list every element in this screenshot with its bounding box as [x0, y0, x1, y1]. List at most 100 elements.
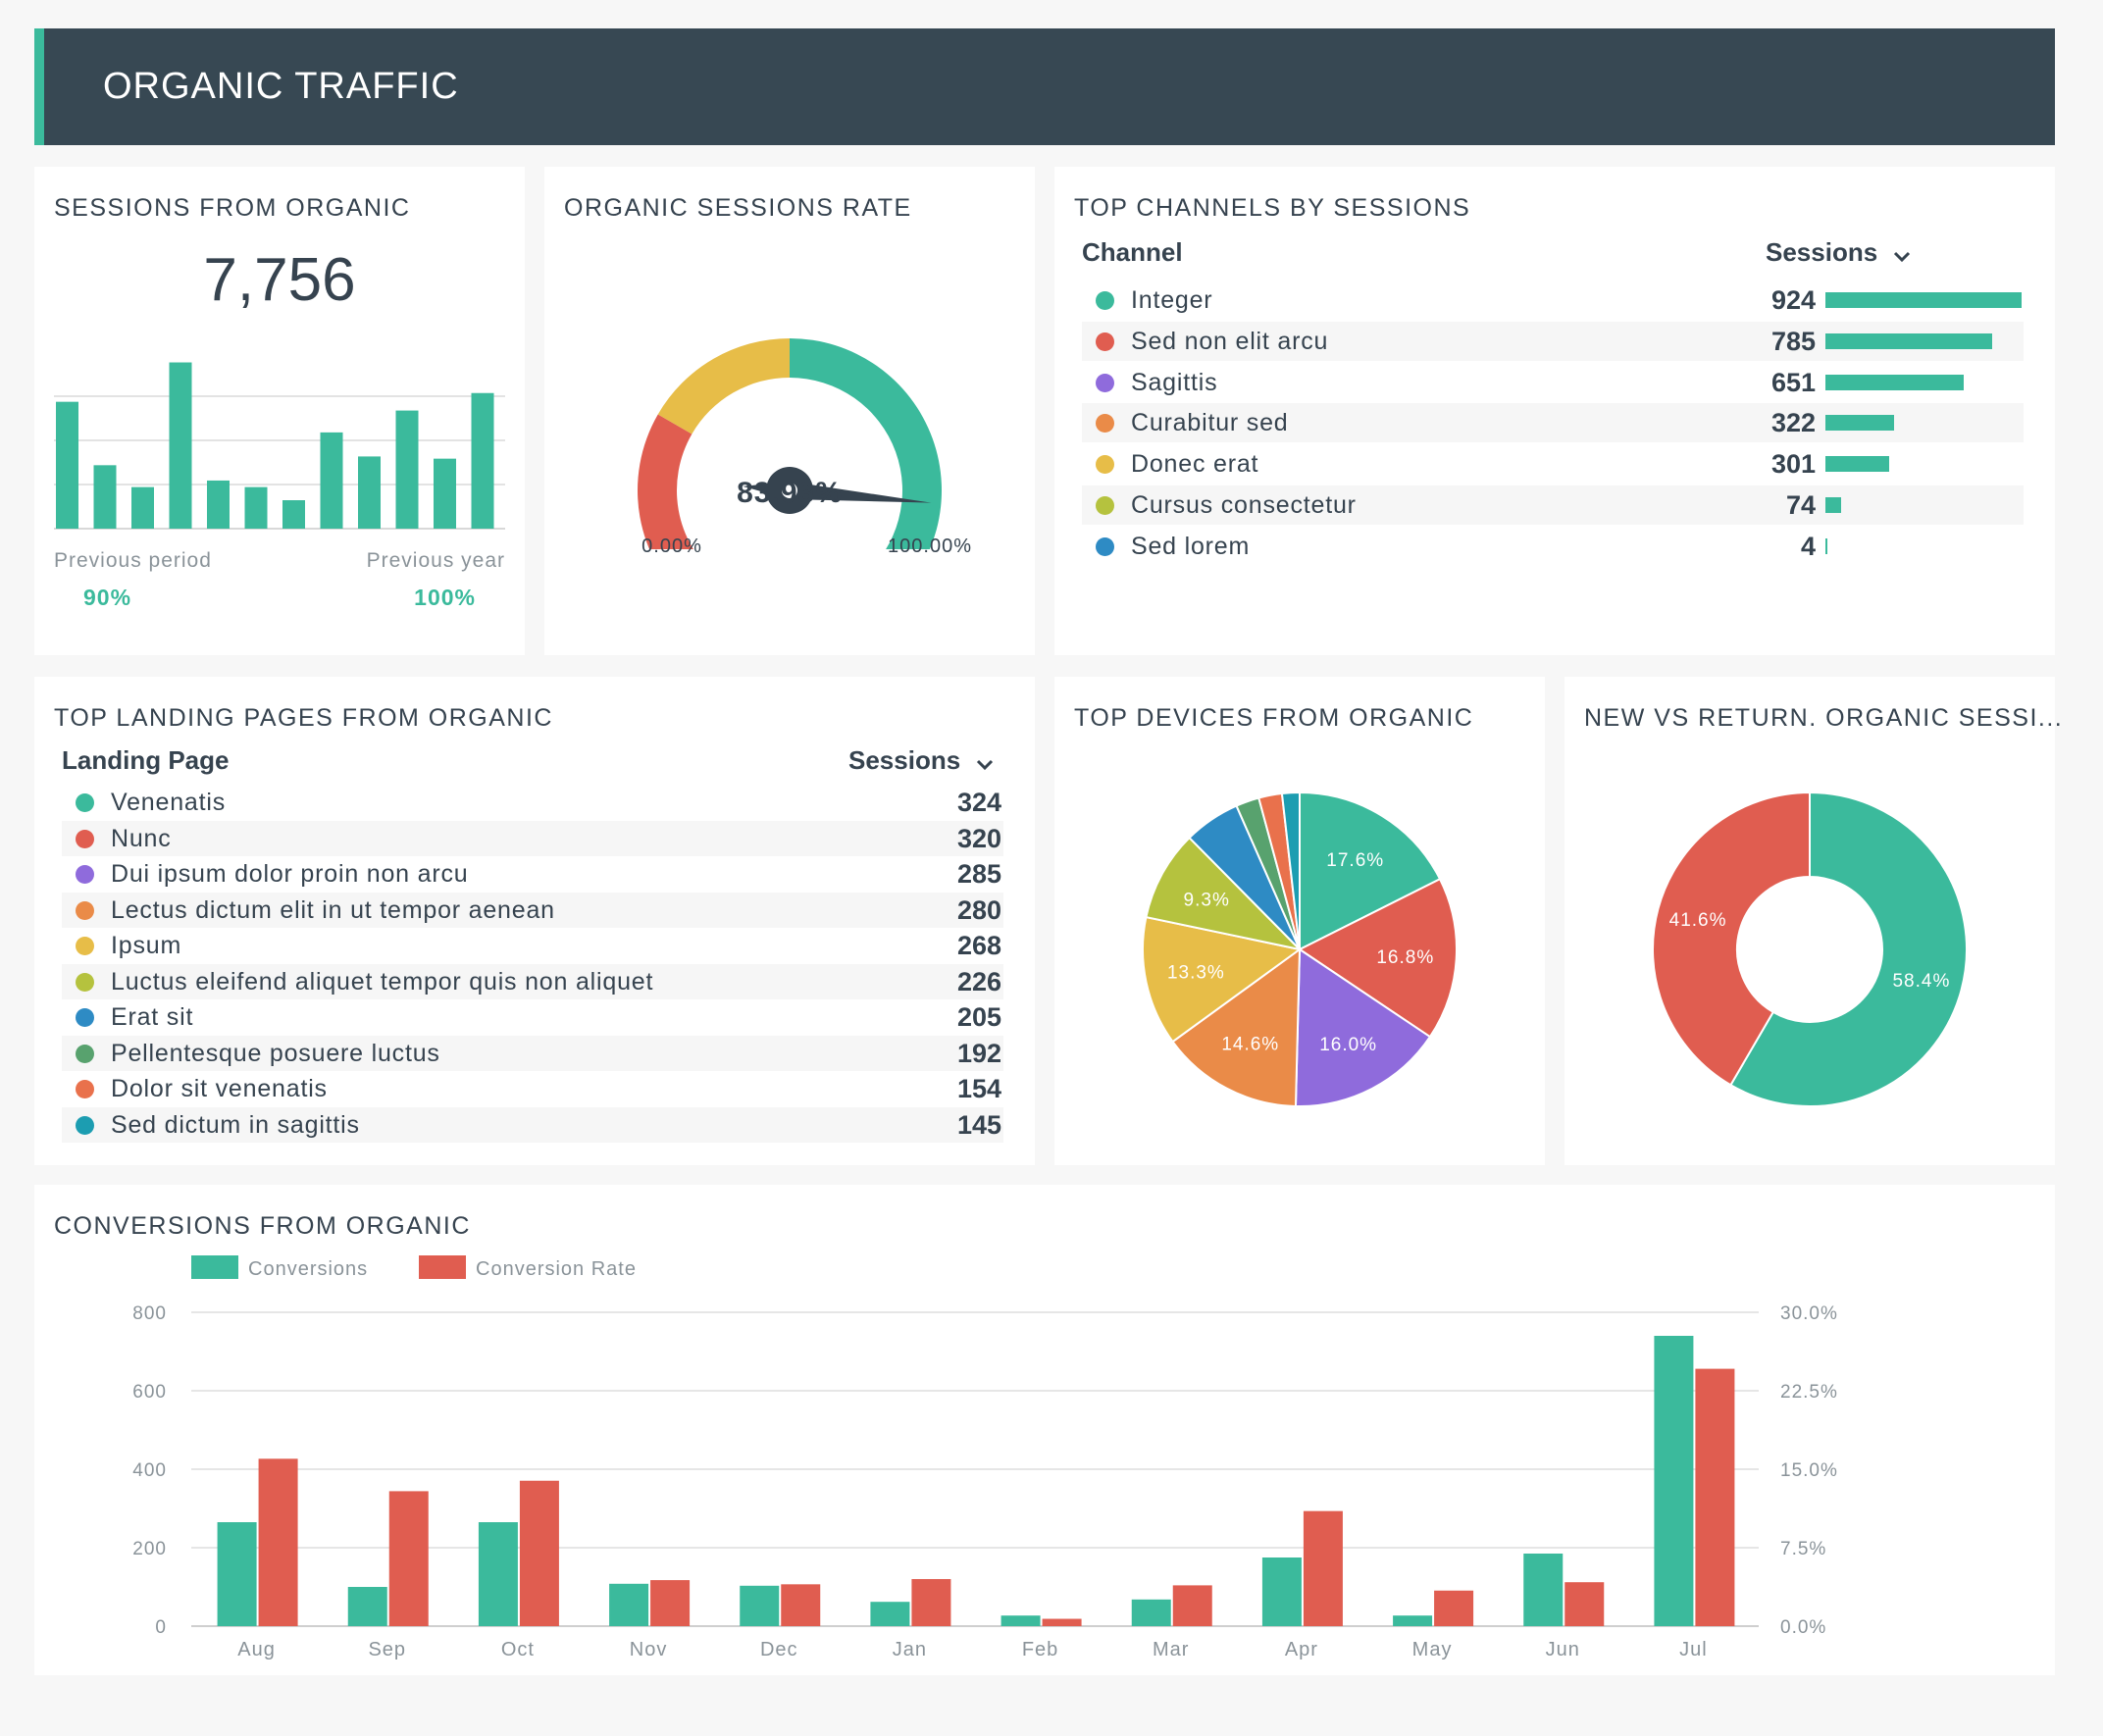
- rate-value: 83.93%: [737, 477, 843, 509]
- y-tick-left: 400: [132, 1460, 167, 1481]
- landing-color-dot: [76, 1115, 94, 1135]
- devices-slice: [1299, 791, 1442, 951]
- channel-color-dot: [1096, 496, 1114, 515]
- landing-page-name: Luctus eleifend aliquet tempor quis non …: [111, 967, 654, 996]
- sparkline-bar: [169, 362, 192, 529]
- conversions-bar: [347, 1587, 387, 1626]
- x-tick-label: Feb: [1022, 1639, 1058, 1660]
- landing-color-dot: [76, 793, 94, 812]
- gauge-arc-high: [790, 338, 942, 549]
- conversions-bar: [1131, 1599, 1171, 1626]
- prev-year-value: 100%: [414, 585, 476, 610]
- y-tick-right: 30.0%: [1780, 1303, 1838, 1324]
- rate-max-label: 100.00%: [888, 536, 972, 557]
- y-tick-right: 0.0%: [1780, 1617, 1826, 1638]
- x-tick-label: Nov: [630, 1639, 668, 1660]
- sparkline-bar: [244, 486, 268, 529]
- landing-card: TOP LANDING PAGES FROM ORGANIC Landing P…: [34, 677, 1035, 1165]
- sparkline-bar: [471, 392, 494, 529]
- devices-slice: [1298, 877, 1458, 1039]
- y-tick-right: 22.5%: [1780, 1382, 1838, 1403]
- newret-slice: [1652, 791, 1811, 1087]
- channel-row: Sagittis 651: [1082, 363, 2024, 402]
- channel-sessions: 785: [1770, 326, 1816, 356]
- gauge-arc-mid: [657, 338, 790, 434]
- conversion-rate-bar: [1042, 1618, 1082, 1626]
- legend-conversions-label: Conversions: [248, 1258, 368, 1280]
- landing-sessions: 205: [956, 1002, 1001, 1032]
- gauge-arc-low: [638, 414, 693, 549]
- landing-page-name: Dui ipsum dolor proin non arcu: [111, 860, 469, 888]
- landing-color-dot: [76, 972, 94, 992]
- channel-color-dot: [1096, 291, 1114, 310]
- conversion-rate-bar: [1303, 1510, 1343, 1626]
- prev-period-label: Previous period: [54, 549, 212, 572]
- channel-sessions: 74: [1785, 490, 1816, 520]
- chevron-down-icon: [976, 759, 993, 770]
- y-tick-right: 7.5%: [1780, 1539, 1826, 1559]
- conversions-bar: [1393, 1615, 1433, 1626]
- channel-sessions-bar: [1825, 374, 1964, 390]
- chevron-down-icon: [1893, 251, 1910, 262]
- landing-sessions: 226: [956, 966, 1001, 996]
- landing-sort-sessions[interactable]: Sessions: [848, 745, 995, 776]
- channel-row: Integer 924: [1082, 281, 2024, 320]
- sparkline-bar: [434, 458, 456, 529]
- conversions-card-title: CONVERSIONS FROM ORGANIC: [54, 1212, 471, 1240]
- conversions-card: CONVERSIONS FROM ORGANIC Conversions Con…: [34, 1185, 2055, 1675]
- rate-min-label: 0.00%: [641, 536, 702, 557]
- conversions-bar: [217, 1522, 257, 1626]
- conversions-bar: [609, 1583, 649, 1626]
- channel-color-dot: [1096, 373, 1114, 392]
- conversion-rate-bar: [1695, 1368, 1735, 1626]
- landing-color-dot: [76, 1044, 94, 1063]
- channel-sessions-bar: [1825, 537, 1827, 554]
- channels-card-title: TOP CHANNELS BY SESSIONS: [1074, 194, 1471, 222]
- x-tick-label: Jul: [1679, 1639, 1708, 1660]
- channel-row: Donec erat 301: [1082, 444, 2024, 484]
- channel-sessions-bar: [1825, 292, 2022, 308]
- channels-col-sessions: Sessions: [1766, 237, 1878, 267]
- conversion-rate-bar: [781, 1584, 821, 1626]
- newret-slice-label: 41.6%: [1669, 910, 1727, 931]
- conversions-bar: [1261, 1557, 1302, 1626]
- sparkline-bar: [93, 465, 117, 529]
- devices-slice-label: 16.8%: [1376, 947, 1434, 968]
- channel-color-dot: [1096, 455, 1114, 475]
- sessions-card-title: SESSIONS FROM ORGANIC: [54, 194, 411, 222]
- sparkline-bar: [207, 480, 230, 529]
- landing-color-dot: [76, 937, 94, 955]
- channel-name: Curabitur sed: [1131, 409, 1289, 437]
- conversions-chart: Conversions Conversion Rate 800 30.0% 600 2…: [132, 1255, 1838, 1660]
- devices-card: TOP DEVICES FROM ORGANIC 17.6% 16.8% 16.0%…: [1054, 677, 1545, 1165]
- devices-slice-label: 13.3%: [1167, 963, 1225, 984]
- conversions-bar: [1000, 1615, 1041, 1626]
- channel-sessions: 322: [1770, 408, 1816, 438]
- channels-card: TOP CHANNELS BY SESSIONS Channel Session…: [1054, 167, 2055, 655]
- channel-sessions: 4: [1800, 531, 1816, 561]
- sparkline-bar: [358, 456, 381, 529]
- channels-sort-sessions[interactable]: Sessions: [1766, 237, 1912, 268]
- channel-color-dot: [1096, 536, 1114, 556]
- newret-card: NEW VS RETURN. ORGANIC SESSI... 58.4% 41.…: [1564, 677, 2062, 1165]
- landing-color-dot: [76, 900, 94, 920]
- devices-card-title: TOP DEVICES FROM ORGANIC: [1074, 704, 1474, 732]
- channel-sessions-bar: [1825, 497, 1842, 513]
- conversion-rate-bar: [1172, 1585, 1212, 1626]
- sparkline-bar: [282, 500, 305, 529]
- landing-sessions: 154: [956, 1074, 1001, 1103]
- channel-sessions: 924: [1770, 285, 1816, 315]
- y-tick-left: 0: [155, 1617, 167, 1638]
- gauge-hub-inner: [782, 483, 797, 498]
- x-tick-label: Dec: [760, 1639, 798, 1660]
- x-tick-label: Mar: [1153, 1639, 1189, 1660]
- conversions-bar: [478, 1522, 518, 1626]
- channel-color-dot: [1096, 414, 1114, 434]
- newret-slice-label: 58.4%: [1892, 971, 1950, 992]
- conversion-rate-bar: [388, 1491, 429, 1626]
- channel-row: Cursus consectetur 74: [1082, 485, 2024, 525]
- sessions-sparkline: [54, 362, 505, 530]
- devices-slice-label: 17.6%: [1326, 850, 1384, 871]
- newret-donut: 58.4% 41.6%: [1652, 791, 1968, 1107]
- landing-row: Sed dictum in sagittis 145: [62, 1106, 1003, 1143]
